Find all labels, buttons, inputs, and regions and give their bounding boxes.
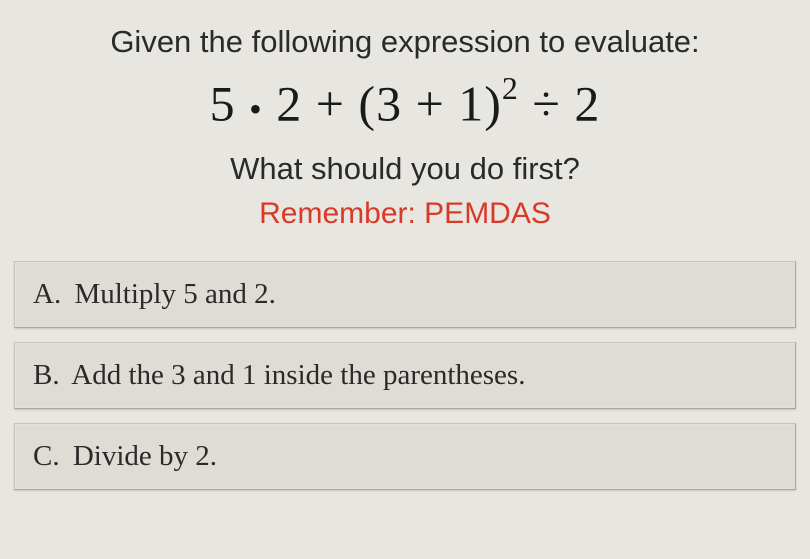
math-expression: 5 • 2 + (3 + 1)2 ÷ 2: [30, 74, 780, 133]
answer-label: C.: [33, 440, 60, 472]
answer-label: A.: [33, 278, 61, 310]
expr-part-1: 5: [210, 76, 250, 132]
answer-text: Multiply 5 and 2.: [74, 278, 275, 310]
expr-exponent: 2: [502, 70, 519, 106]
answer-label: B.: [33, 359, 60, 391]
question-text: What should you do first?: [30, 151, 780, 187]
prompt-text: Given the following expression to evalua…: [30, 24, 780, 60]
answer-option-a[interactable]: A. Multiply 5 and 2.: [14, 261, 796, 328]
answer-option-c[interactable]: C. Divide by 2.: [14, 423, 796, 490]
answer-text: Divide by 2.: [73, 440, 217, 472]
expr-part-3: ÷ 2: [519, 76, 600, 132]
answers-list: A. Multiply 5 and 2. B. Add the 3 and 1 …: [0, 253, 810, 516]
answer-option-b[interactable]: B. Add the 3 and 1 inside the parenthese…: [14, 342, 796, 409]
expr-dot: •: [249, 89, 263, 129]
expr-part-2: 2 + (3 + 1): [263, 76, 502, 132]
hint-text: Remember: PEMDAS: [30, 197, 780, 231]
question-area: Given the following expression to evalua…: [0, 0, 810, 253]
answer-text: Add the 3 and 1 inside the parentheses.: [71, 359, 525, 391]
